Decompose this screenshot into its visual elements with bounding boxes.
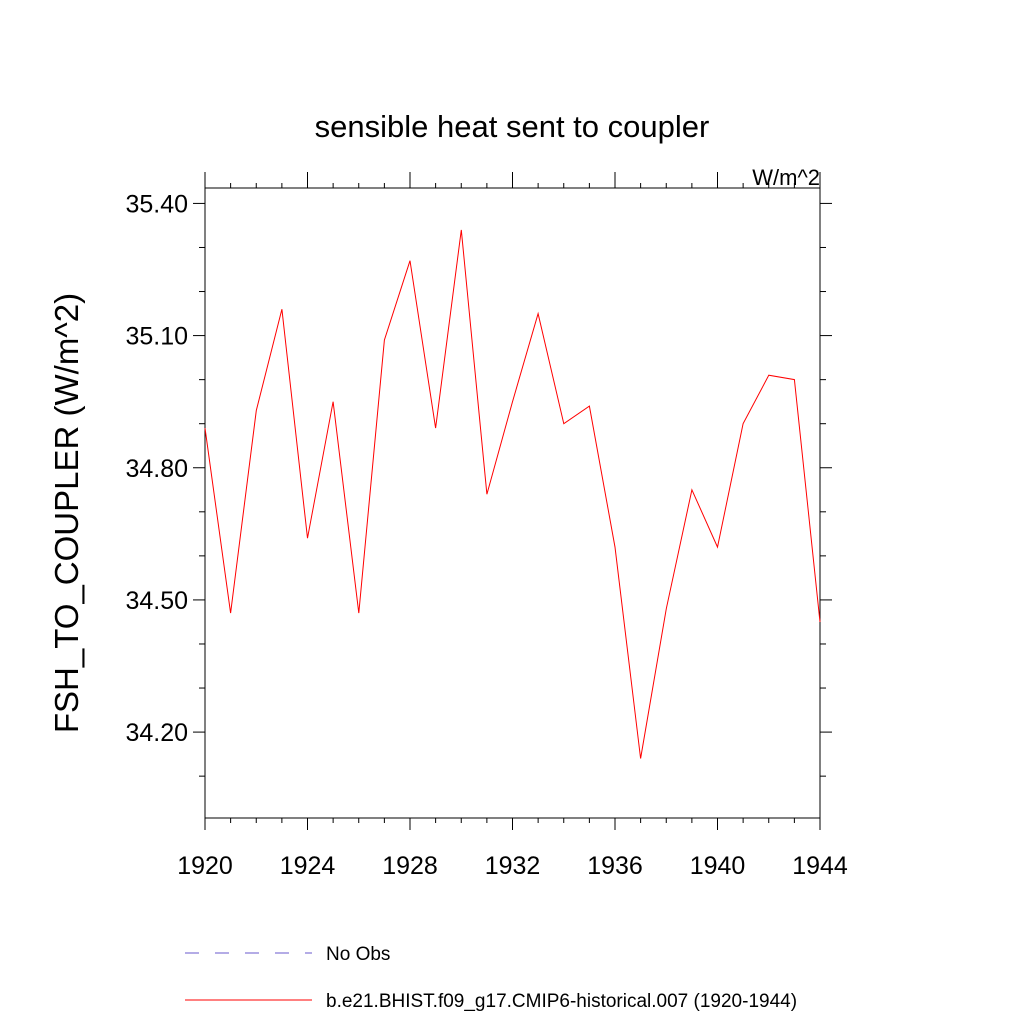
series-line (204, 229, 821, 759)
y-axis-label: FSH_TO_COUPLER (W/m^2) (48, 293, 85, 733)
x-tick-label: 1928 (382, 852, 438, 880)
y-tick-label: 34.50 (125, 587, 188, 615)
y-tick-label: 35.40 (125, 190, 188, 218)
axes: 34.20 34.50 34.80 35.10 35.40 1920 1924 1928 193… (125, 172, 848, 880)
legend-label: b.e21.BHIST.f09_g17.CMIP6-historical.007… (326, 991, 797, 1012)
x-tick-label: 1920 (177, 852, 233, 880)
y-tick-label: 34.20 (125, 719, 188, 747)
chart-title: sensible heat sent to coupler (315, 109, 710, 144)
x-tick-label: 1944 (792, 852, 848, 880)
legend: No Obs b.e21.BHIST.f09_g17.CMIP6-historic… (185, 944, 797, 1012)
x-tick-label: 1932 (485, 852, 541, 880)
plot-frame (204, 187, 821, 819)
x-tick-label: 1936 (587, 852, 643, 880)
units-label: W/m^2 (752, 165, 820, 190)
series-layer (204, 229, 821, 759)
legend-label: No Obs (326, 944, 390, 965)
x-tick-label: 1940 (690, 852, 746, 880)
x-tick-label: 1924 (280, 852, 336, 880)
y-tick-label: 34.80 (125, 455, 188, 483)
y-tick-label: 35.10 (125, 323, 188, 351)
